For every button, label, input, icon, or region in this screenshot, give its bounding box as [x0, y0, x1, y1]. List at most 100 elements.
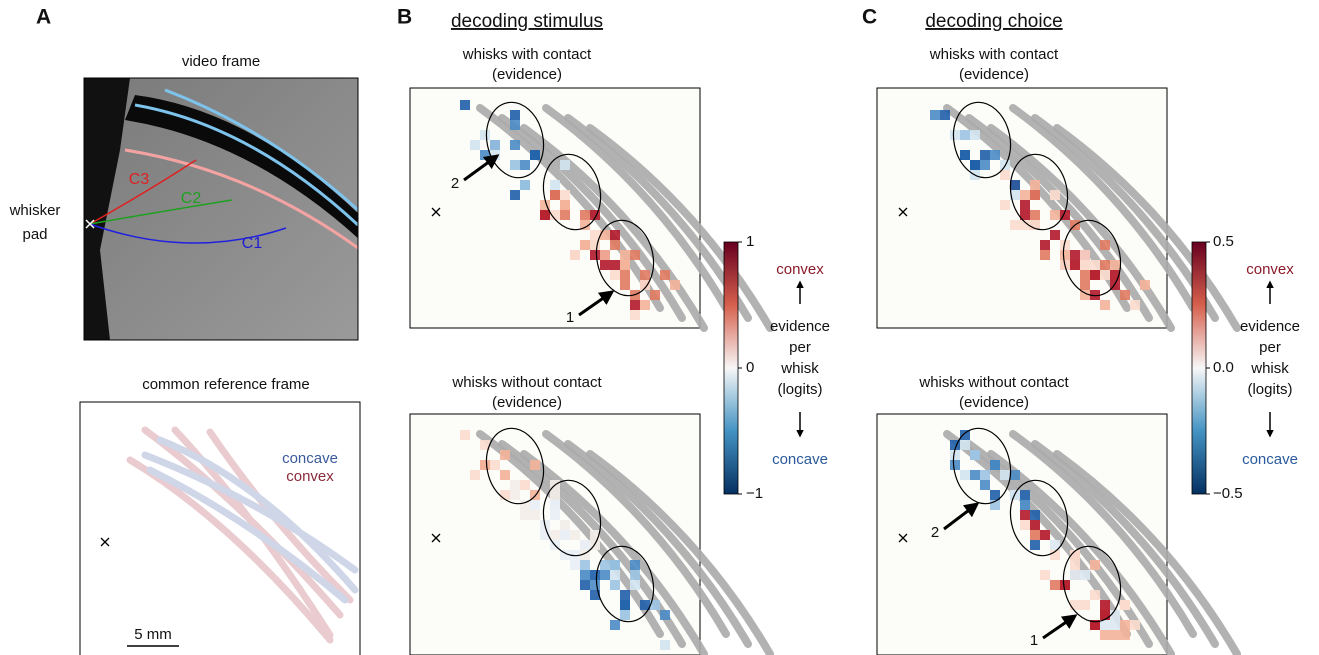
colorbar-label: whisk [780, 360, 819, 377]
heatmap-cell [550, 180, 560, 190]
heatmap-cell [640, 270, 650, 280]
heatmap-cell [980, 470, 990, 480]
colorbar-end-label: concave [772, 451, 828, 468]
heatmap-cell [630, 570, 640, 580]
heatmap-cell [670, 280, 680, 290]
heatmap-cell [970, 160, 980, 170]
heatmap-cell [970, 470, 980, 480]
heatmap-cell [1080, 270, 1090, 280]
heatmap-cell [620, 260, 630, 270]
heatmap-cell [630, 580, 640, 590]
heatmap-cell [600, 560, 610, 570]
subplot-title: (evidence) [492, 394, 562, 411]
heatmap-cell [1020, 500, 1030, 510]
heatmap-cell [630, 560, 640, 570]
panel-title: common reference frame [142, 376, 310, 393]
heatmap-cell [560, 520, 570, 530]
heatmap-cell [500, 490, 510, 500]
heatmap-cell [1050, 190, 1060, 200]
heatmap-cell [510, 160, 520, 170]
heatmap-cell [620, 270, 630, 280]
heatmap-cell [610, 580, 620, 590]
heatmap-cell [600, 250, 610, 260]
heatmap-cell [960, 130, 970, 140]
heatmap-cell [580, 210, 590, 220]
subplot-title: whisks with contact [929, 46, 1059, 63]
colorbar-label: per [789, 339, 811, 356]
heatmap-cell [580, 540, 590, 550]
heatmap-cell [540, 210, 550, 220]
heatmap-cell [560, 530, 570, 540]
heatmap-cell [980, 480, 990, 490]
heatmap-cell [620, 250, 630, 260]
scale-label: 5 mm [134, 626, 172, 643]
heatmap-cell [1050, 580, 1060, 590]
heatmap-cell [1060, 250, 1070, 260]
heatmap-cell [490, 460, 500, 470]
panel-label: B [397, 6, 412, 29]
whisker-label: C2 [181, 190, 202, 207]
colorbar [724, 242, 738, 494]
heatmap-cell [610, 230, 620, 240]
colorbar-end-label: concave [1242, 451, 1298, 468]
heatmap-cell [960, 150, 970, 160]
heatmap-cell [530, 150, 540, 160]
heatmap-cell [1120, 630, 1130, 640]
heatmap-cell [1030, 190, 1040, 200]
colorbar-end-label: convex [776, 261, 824, 278]
heatmap-cell [620, 590, 630, 600]
heatmap-cell [640, 300, 650, 310]
heatmap-cell [1090, 560, 1100, 570]
heatmap-cell [510, 490, 520, 500]
heatmap-cell [1080, 600, 1090, 610]
heatmap-cell [1140, 280, 1150, 290]
heatmap-cell [460, 430, 470, 440]
heatmap-cell [500, 470, 510, 480]
subplot-title: whisks without contact [918, 374, 1069, 391]
heatmap-cell [1010, 180, 1020, 190]
subplot-title: (evidence) [492, 66, 562, 83]
panel-heading: decoding stimulus [451, 11, 603, 32]
heatmap-cell [1100, 630, 1110, 640]
heatmap-cell [990, 150, 1000, 160]
heatmap-cell [1100, 610, 1110, 620]
heatmap-cell [1070, 570, 1080, 580]
heatmap-cell [510, 140, 520, 150]
heatmap-cell [1100, 260, 1110, 270]
colorbar-label: evidence [1240, 318, 1300, 335]
heatmap-cell [1080, 280, 1090, 290]
heatmap-cell [1040, 240, 1050, 250]
heatmap-cell [990, 460, 1000, 470]
panel-heading: decoding choice [925, 11, 1062, 32]
heatmap-cell [1070, 560, 1080, 570]
heatmap-cell [1020, 510, 1030, 520]
heatmap-cell [510, 110, 520, 120]
heatmap-cell [660, 610, 670, 620]
heatmap-cell [960, 470, 970, 480]
heatmap-cell [960, 440, 970, 450]
heatmap-cell [1070, 260, 1080, 270]
heatmap-cell [1110, 620, 1120, 630]
heatmap-cell [480, 460, 490, 470]
heatmap-cell [1020, 200, 1030, 210]
colorbar-tick: −0.5 [1213, 485, 1243, 502]
heatmap-cell [610, 260, 620, 270]
heatmap-cell [1050, 230, 1060, 240]
heatmap [410, 414, 770, 655]
heatmap-cell [560, 210, 570, 220]
heatmap-cell [1000, 470, 1010, 480]
panel-label: A [36, 6, 51, 29]
heatmap-cell [1040, 530, 1050, 540]
heatmap-cell [580, 560, 590, 570]
heatmap-cell [520, 180, 530, 190]
heatmap-cell [1100, 240, 1110, 250]
heatmap-cell [530, 510, 540, 520]
heatmap-cell [550, 490, 560, 500]
heatmap-cell [1030, 520, 1040, 530]
heatmap-cell [510, 190, 520, 200]
heatmap-cell [980, 150, 990, 160]
subplot-title: whisks without contact [451, 374, 602, 391]
panel-label: C [862, 6, 877, 29]
heatmap-cell [1060, 580, 1070, 590]
heatmap-cell [1100, 600, 1110, 610]
